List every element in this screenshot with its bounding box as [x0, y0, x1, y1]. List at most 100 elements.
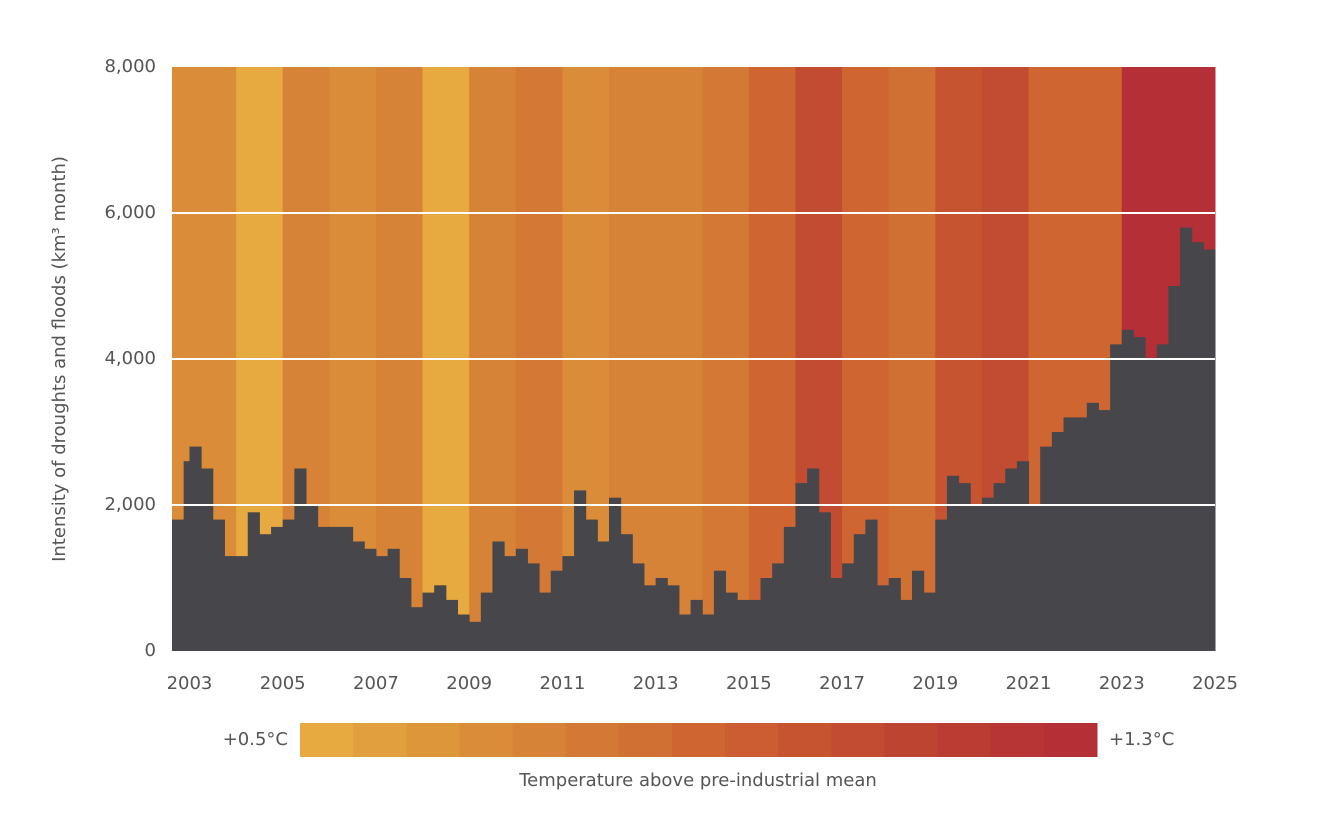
bar [981, 497, 995, 651]
bar [352, 541, 365, 651]
bar [387, 548, 400, 651]
y-axis-label: Intensity of droughts and floods (km³ mo… [49, 156, 70, 562]
x-tick-label: 2015 [726, 673, 772, 694]
bar [609, 497, 622, 651]
bar [1063, 417, 1076, 651]
bar [410, 607, 424, 651]
bar [585, 519, 598, 651]
bar [690, 599, 703, 651]
bar [970, 505, 983, 651]
bar [364, 548, 377, 651]
colorbar-segment [725, 723, 779, 757]
bar [1156, 344, 1169, 651]
bar [1121, 329, 1134, 651]
bar [399, 578, 412, 651]
y-tick-label: 6,000 [104, 202, 156, 223]
bar [224, 556, 237, 651]
bar [853, 534, 866, 651]
bar [725, 592, 738, 651]
bar [958, 483, 971, 651]
bar [247, 512, 260, 651]
bar [713, 570, 727, 651]
colorbar-segment [937, 723, 992, 757]
bar [562, 556, 575, 651]
bar [574, 490, 587, 651]
colorbar-segment [990, 723, 1045, 757]
bar [504, 556, 517, 651]
colorbar-segment [459, 723, 514, 757]
bar [492, 541, 505, 651]
colorbar-min-label: +0.5°C [223, 729, 288, 750]
colorbar-segment [671, 723, 726, 757]
bar [1203, 249, 1216, 651]
bar [317, 526, 330, 651]
bar [597, 541, 610, 651]
bar [445, 599, 459, 651]
bar [888, 578, 901, 651]
bar [1098, 410, 1111, 651]
bar [189, 446, 202, 651]
bar [294, 468, 307, 651]
bar [667, 585, 680, 651]
bar [201, 468, 214, 651]
bar [946, 475, 960, 651]
y-tick-label: 2,000 [104, 494, 156, 515]
bar [900, 599, 913, 651]
bar [818, 512, 831, 651]
colorbar-segment [884, 723, 939, 757]
colorbar-segment [300, 723, 354, 757]
x-tick-label: 2011 [539, 673, 585, 694]
bar [457, 614, 470, 651]
colorbar-segment [831, 723, 885, 757]
bar [183, 461, 190, 651]
bar [842, 563, 855, 651]
bar [772, 563, 785, 651]
x-tick-label: 2013 [633, 673, 679, 694]
bar [271, 526, 284, 651]
bar [1086, 402, 1099, 651]
colorbar-segment [1043, 723, 1098, 757]
bar [212, 519, 225, 651]
bar [340, 526, 354, 651]
colorbar-segment [353, 723, 407, 757]
colorbar-segment [778, 723, 832, 757]
y-tick-label: 4,000 [104, 348, 156, 369]
bar [923, 592, 936, 651]
bar [1133, 337, 1146, 651]
bar [655, 578, 668, 651]
bar [515, 548, 528, 651]
bar [1051, 432, 1065, 651]
bar [1191, 242, 1204, 651]
x-tick-label: 2021 [1006, 673, 1052, 694]
colorbar-segment [406, 723, 460, 757]
bar [830, 578, 843, 651]
colorbar-segment [618, 723, 673, 757]
bar [912, 570, 925, 651]
bar [702, 614, 715, 651]
bar [760, 578, 773, 651]
x-tick-label: 2019 [912, 673, 958, 694]
bar [1016, 461, 1030, 651]
x-tick-label: 2017 [819, 673, 865, 694]
bar [480, 592, 493, 651]
bar [172, 519, 185, 651]
bar [539, 592, 552, 651]
bar [807, 468, 820, 651]
bar [527, 563, 540, 651]
bar [375, 556, 389, 651]
bar [678, 614, 692, 651]
bar [550, 570, 563, 651]
colorbar-max-label: +1.3°C [1109, 729, 1174, 750]
bar [877, 585, 890, 651]
bar [748, 599, 762, 651]
bar [469, 621, 482, 651]
colorbar-title: Temperature above pre-industrial mean [518, 770, 877, 791]
bar [329, 526, 342, 651]
bar [1040, 446, 1053, 651]
bar [865, 519, 878, 651]
x-tick-label: 2003 [167, 673, 213, 694]
y-tick-label: 8,000 [104, 56, 156, 77]
bar [935, 519, 948, 651]
colorbar-segment [565, 723, 620, 757]
